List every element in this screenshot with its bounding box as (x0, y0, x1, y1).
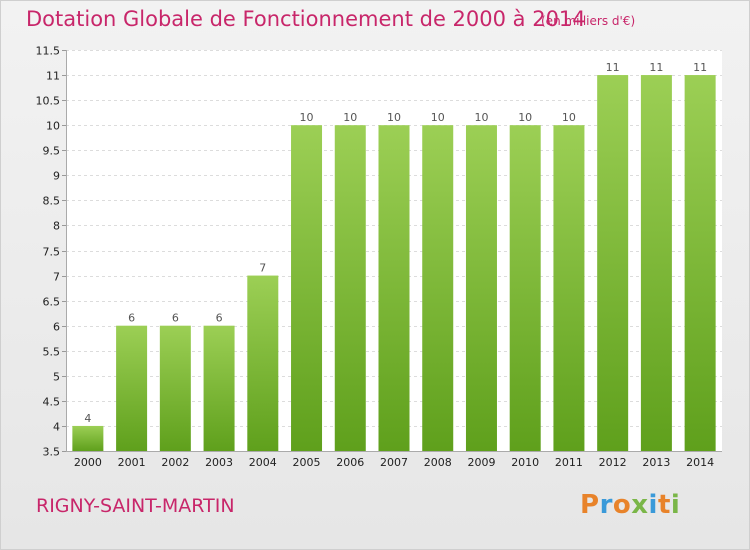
y-tick-label: 6.5 (43, 296, 61, 309)
bar-2010 (509, 125, 541, 451)
x-tick-label-2013: 2013 (642, 456, 670, 469)
data-label-2001: 6 (128, 312, 135, 325)
data-label-2014: 11 (693, 61, 707, 74)
x-tick-label-2005: 2005 (293, 456, 321, 469)
bar-2007 (378, 125, 410, 451)
x-tick-label-2000: 2000 (74, 456, 102, 469)
y-tick-label: 9 (53, 170, 60, 183)
data-label-2012: 11 (606, 61, 620, 74)
bar-2013 (640, 75, 672, 451)
bar-2005 (291, 125, 323, 451)
bars (72, 75, 716, 451)
proxiti-logo: Proxiti (580, 490, 680, 520)
y-tick-label: 5 (53, 371, 60, 384)
data-label-2010: 10 (518, 111, 532, 124)
x-tick-label-2012: 2012 (599, 456, 627, 469)
bar-2012 (597, 75, 629, 451)
x-tick-label-2014: 2014 (686, 456, 714, 469)
y-tick-label: 10.5 (36, 95, 61, 108)
data-label-2005: 10 (300, 111, 314, 124)
data-label-2008: 10 (431, 111, 445, 124)
data-label-2007: 10 (387, 111, 401, 124)
y-tick-label: 11 (46, 70, 60, 83)
data-label-2009: 10 (474, 111, 488, 124)
bar-2006 (334, 125, 366, 451)
x-tick-label-2011: 2011 (555, 456, 583, 469)
bar-2014 (684, 75, 716, 451)
data-label-2000: 4 (84, 412, 91, 425)
logo-letter: r (599, 490, 613, 520)
bar-2008 (422, 125, 454, 451)
bar-2003 (203, 325, 235, 451)
y-tick-label: 4 (53, 421, 60, 434)
data-label-2006: 10 (343, 111, 357, 124)
x-tick-label-2010: 2010 (511, 456, 539, 469)
y-tick-label: 9.5 (43, 145, 61, 158)
logo-letter: i (670, 490, 681, 520)
logo-letter: x (631, 490, 649, 520)
x-tick-label-2009: 2009 (467, 456, 495, 469)
y-tick-label: 3.5 (43, 446, 61, 459)
data-label-2013: 11 (649, 61, 663, 74)
x-tick-label-2004: 2004 (249, 456, 277, 469)
x-tick-label-2003: 2003 (205, 456, 233, 469)
y-tick-label: 7 (53, 271, 60, 284)
data-label-2003: 6 (216, 312, 223, 325)
y-tick-label: 8 (53, 220, 60, 233)
chart-title: Dotation Globale de Fonctionnement de 20… (26, 7, 586, 31)
logo-letter: t (657, 490, 671, 520)
data-label-2002: 6 (172, 312, 179, 325)
y-tick-label: 6 (53, 321, 60, 334)
chart-unit: (en milliers d'€) (541, 14, 636, 28)
x-tick-label-2008: 2008 (424, 456, 452, 469)
y-tick-label: 8.5 (43, 195, 61, 208)
commune-name: RIGNY-SAINT-MARTIN (36, 495, 235, 517)
data-label-2004: 7 (259, 262, 266, 275)
bar-2009 (465, 125, 497, 451)
x-tick-label-2001: 2001 (118, 456, 146, 469)
x-tick-label-2007: 2007 (380, 456, 408, 469)
bar-2002 (159, 325, 191, 451)
data-label-2011: 10 (562, 111, 576, 124)
x-tick-label-2002: 2002 (161, 456, 189, 469)
y-tick-label: 11.5 (36, 45, 61, 58)
logo-letter: P (580, 490, 600, 520)
x-tick-label-2006: 2006 (336, 456, 364, 469)
logo-letter: o (612, 490, 632, 520)
y-tick-label: 10 (46, 120, 60, 133)
axes (62, 50, 722, 452)
y-tick-label: 5.5 (43, 346, 61, 359)
y-tick-label: 7.5 (43, 246, 61, 259)
bar-2000 (72, 425, 104, 451)
y-tick-label: 4.5 (43, 396, 61, 409)
bar-2001 (116, 325, 148, 451)
bar-2011 (553, 125, 585, 451)
logo-letter: i (648, 490, 658, 520)
bar-2004 (247, 275, 279, 451)
labels: 3.5 4 4.5 5 5.5 6 6.5 7 7.5 8 8.5 9 9.5 10 10.5 11 11.5 4… (36, 45, 715, 470)
